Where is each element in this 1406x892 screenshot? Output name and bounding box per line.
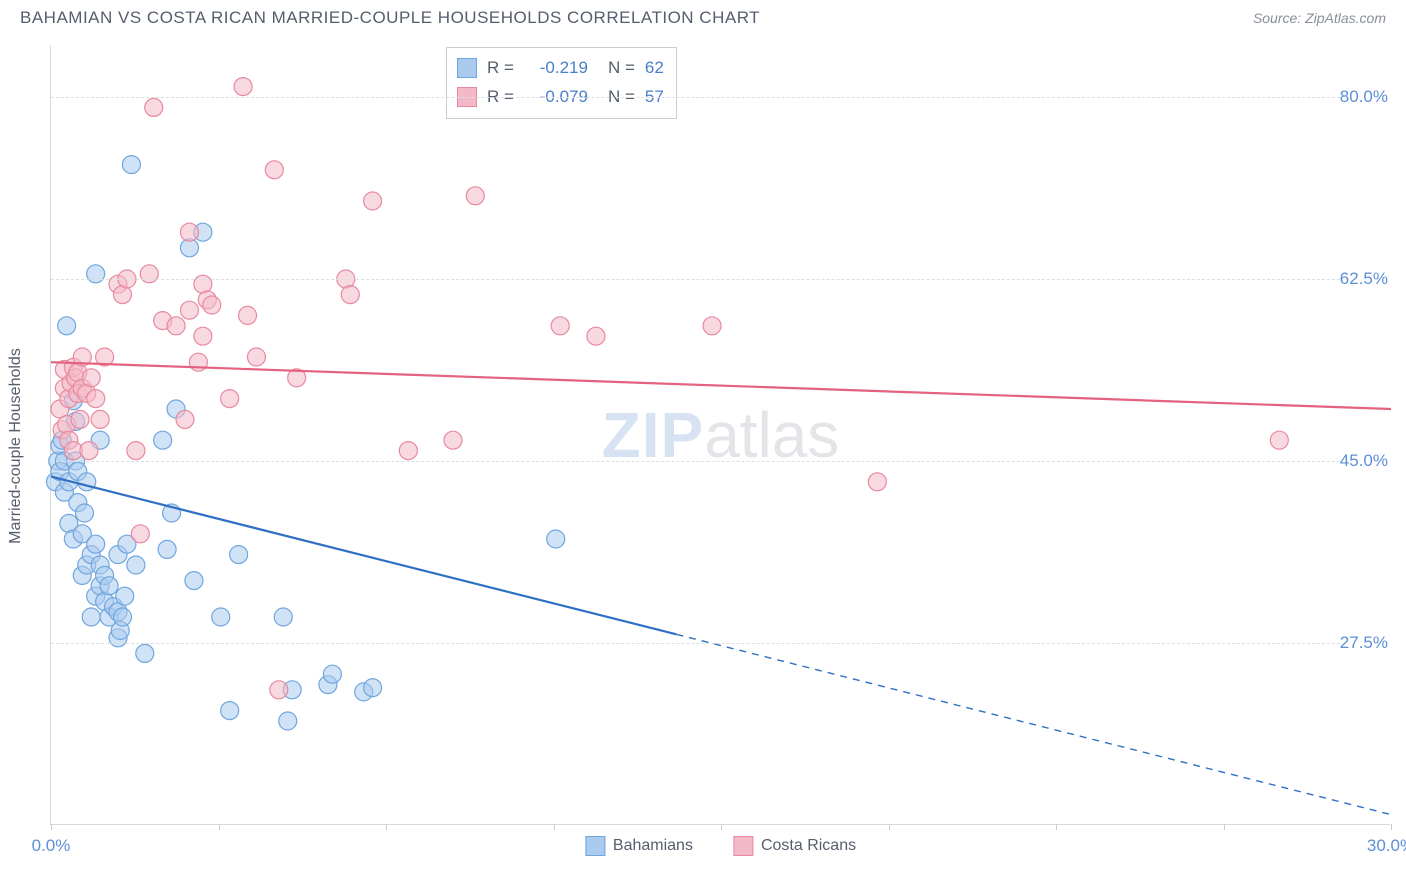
scatter-svg	[51, 45, 1390, 824]
scatter-point	[399, 442, 417, 460]
legend-swatch	[585, 836, 605, 856]
source-label: Source: ZipAtlas.com	[1253, 10, 1386, 26]
scatter-point	[87, 535, 105, 553]
stat-r-value: -0.219	[524, 54, 588, 83]
y-tick-label: 80.0%	[1340, 87, 1392, 107]
scatter-point	[323, 665, 341, 683]
chart-plot-area: ZIPatlas R =-0.219N =62R =-0.079N =57 Ba…	[50, 45, 1390, 825]
header: BAHAMIAN VS COSTA RICAN MARRIED-COUPLE H…	[0, 0, 1406, 32]
scatter-point	[341, 286, 359, 304]
scatter-point	[547, 530, 565, 548]
x-tick	[386, 824, 387, 830]
legend-swatch	[733, 836, 753, 856]
x-tick-label: 30.0%	[1367, 836, 1406, 856]
scatter-point	[234, 78, 252, 96]
bottom-legend: Bahamians Costa Ricans	[585, 836, 856, 856]
scatter-point	[80, 442, 98, 460]
stat-r-label: R =	[487, 54, 514, 83]
scatter-point	[145, 98, 163, 116]
legend-swatch	[457, 58, 477, 78]
stats-row: R = -0.219 N = 62	[457, 54, 664, 83]
trend-line-dashed	[676, 634, 1391, 814]
scatter-point	[212, 608, 230, 626]
x-tick	[721, 824, 722, 830]
scatter-point	[180, 223, 198, 241]
scatter-point	[122, 156, 140, 174]
scatter-point	[466, 187, 484, 205]
scatter-point	[364, 679, 382, 697]
scatter-point	[87, 390, 105, 408]
scatter-point	[176, 410, 194, 428]
scatter-point	[140, 265, 158, 283]
x-tick	[51, 824, 52, 830]
y-axis-label: Married-couple Households	[7, 348, 25, 544]
scatter-point	[203, 296, 221, 314]
scatter-point	[154, 431, 172, 449]
scatter-point	[136, 644, 154, 662]
scatter-point	[239, 306, 257, 324]
scatter-point	[158, 540, 176, 558]
y-tick-label: 45.0%	[1340, 451, 1392, 471]
scatter-point	[230, 546, 248, 564]
scatter-point	[82, 369, 100, 387]
scatter-point	[100, 577, 118, 595]
scatter-point	[274, 608, 292, 626]
scatter-point	[1270, 431, 1288, 449]
scatter-point	[58, 317, 76, 335]
scatter-point	[127, 556, 145, 574]
gridline	[51, 97, 1390, 98]
scatter-point	[270, 681, 288, 699]
scatter-point	[91, 410, 109, 428]
scatter-point	[279, 712, 297, 730]
stat-n-label: N =	[608, 54, 635, 83]
scatter-point	[87, 265, 105, 283]
gridline	[51, 643, 1390, 644]
scatter-point	[194, 327, 212, 345]
scatter-point	[868, 473, 886, 491]
trend-line	[51, 477, 676, 635]
scatter-point	[71, 410, 89, 428]
y-tick-label: 62.5%	[1340, 269, 1392, 289]
legend-label: Bahamians	[613, 837, 693, 855]
scatter-point	[131, 525, 149, 543]
scatter-point	[127, 442, 145, 460]
scatter-point	[364, 192, 382, 210]
scatter-point	[587, 327, 605, 345]
legend-label: Costa Ricans	[761, 837, 856, 855]
scatter-point	[113, 608, 131, 626]
chart-title: BAHAMIAN VS COSTA RICAN MARRIED-COUPLE H…	[20, 8, 760, 28]
scatter-point	[444, 431, 462, 449]
stat-n-value: 62	[645, 54, 664, 83]
x-tick	[219, 824, 220, 830]
x-tick-label: 0.0%	[32, 836, 71, 856]
gridline	[51, 279, 1390, 280]
x-tick	[1056, 824, 1057, 830]
x-tick	[889, 824, 890, 830]
scatter-point	[180, 301, 198, 319]
trend-line	[51, 362, 1391, 409]
x-tick	[1224, 824, 1225, 830]
scatter-point	[82, 608, 100, 626]
correlation-stats-box: R =-0.219N =62R =-0.079N =57	[446, 47, 677, 119]
scatter-point	[76, 504, 94, 522]
gridline	[51, 461, 1390, 462]
scatter-point	[167, 317, 185, 335]
scatter-point	[703, 317, 721, 335]
legend-item: Bahamians	[585, 836, 693, 856]
x-tick	[1391, 824, 1392, 830]
scatter-point	[221, 390, 239, 408]
y-tick-label: 27.5%	[1340, 633, 1392, 653]
scatter-point	[116, 587, 134, 605]
scatter-point	[221, 702, 239, 720]
scatter-point	[185, 572, 203, 590]
scatter-point	[551, 317, 569, 335]
scatter-point	[265, 161, 283, 179]
legend-item: Costa Ricans	[733, 836, 856, 856]
x-tick	[554, 824, 555, 830]
scatter-point	[247, 348, 265, 366]
